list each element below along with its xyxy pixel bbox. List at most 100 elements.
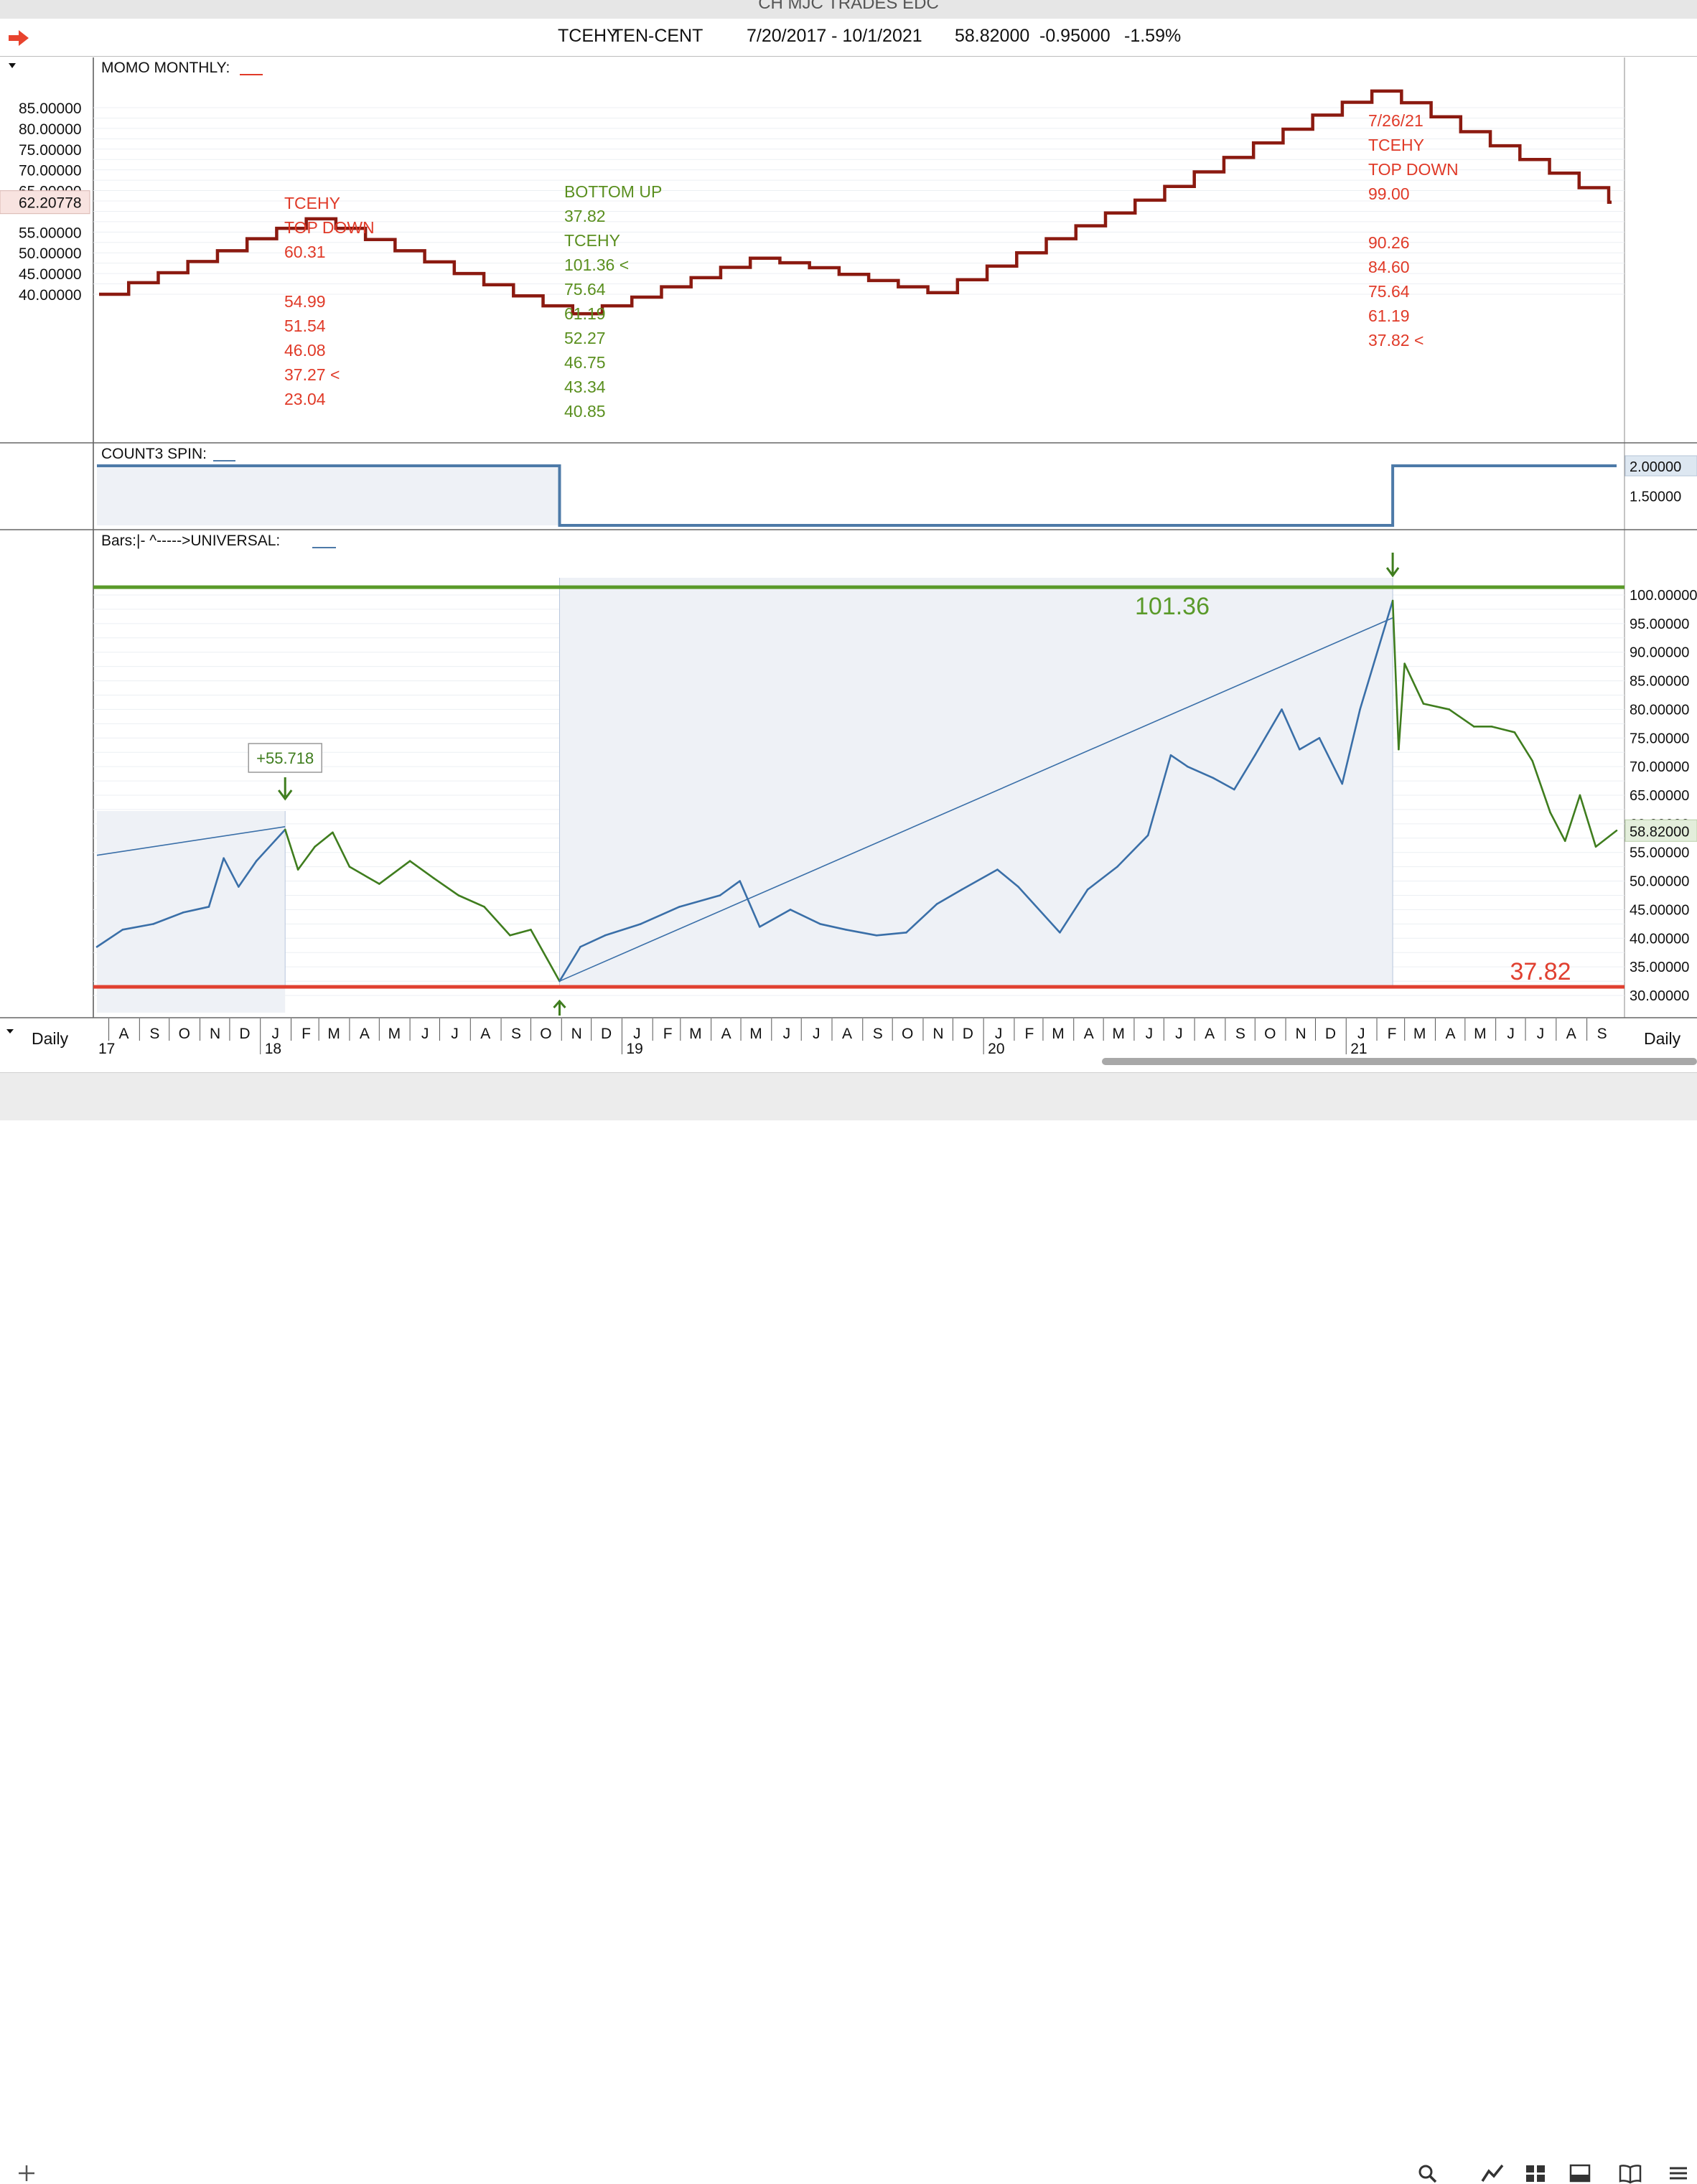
price-segment bbox=[960, 868, 999, 891]
panel-icon[interactable] bbox=[1568, 2162, 1592, 2184]
timeframe-left[interactable]: Daily bbox=[32, 1029, 69, 1048]
x-month-label: O bbox=[1264, 1026, 1276, 1042]
price-segment bbox=[378, 860, 411, 885]
price-segment bbox=[1146, 754, 1172, 837]
x-month-label: J bbox=[633, 1026, 641, 1042]
price-segment bbox=[1403, 662, 1425, 705]
momo-annotation-line: TCEHY bbox=[1368, 136, 1424, 154]
price-y-tick: 95.00000 bbox=[1630, 617, 1689, 632]
x-month-label: A bbox=[1084, 1026, 1094, 1042]
price-segment bbox=[1579, 794, 1597, 848]
x-year-label: 19 bbox=[626, 1041, 642, 1057]
momo-annotation-line: 61.19 bbox=[564, 304, 606, 323]
price-segment bbox=[579, 934, 607, 948]
x-month-label: S bbox=[1235, 1026, 1245, 1042]
momo-annotation-line: 7/26/21 bbox=[1368, 111, 1423, 130]
momo-annotation-line: 84.60 bbox=[1368, 258, 1410, 276]
momo-y-tick: 75.00000 bbox=[19, 142, 82, 159]
horizontal-scrollbar[interactable] bbox=[1102, 1058, 1697, 1065]
momo-annotation-line: 90.26 bbox=[1368, 233, 1410, 252]
price-segment bbox=[758, 909, 792, 928]
spin-series bbox=[97, 464, 1617, 527]
momo-annotation-line: 75.64 bbox=[1368, 282, 1410, 301]
x-month-label: M bbox=[327, 1026, 340, 1042]
x-month-label: J bbox=[1146, 1026, 1154, 1042]
range-shade-1 bbox=[97, 811, 286, 1013]
add-icon[interactable] bbox=[14, 2162, 39, 2184]
price-segment bbox=[1086, 866, 1118, 891]
price-y-tick: 80.00000 bbox=[1630, 702, 1689, 718]
price-segment bbox=[255, 828, 286, 862]
price-y-tick: 75.00000 bbox=[1630, 731, 1689, 746]
momo-annotation-line: TOP DOWN bbox=[1368, 160, 1459, 179]
price-segment bbox=[296, 845, 316, 871]
momo-annotations: TCEHY TOP DOWN 60.31 54.99 51.54 46.08 37.27 <… bbox=[284, 111, 1459, 421]
timeframe-menu-icon[interactable] bbox=[6, 1028, 16, 1035]
price-segment bbox=[1212, 777, 1235, 791]
momo-annotation-line: BOTTOM UP bbox=[564, 182, 662, 201]
momo-annotation-line: TOP DOWN bbox=[284, 218, 375, 237]
x-month-label: A bbox=[1445, 1026, 1455, 1042]
momo-annotation-line: 101.36 < bbox=[564, 256, 629, 274]
chart-area[interactable]: MOMO MONTHLY: COUNT3 SPIN: Bars:|- ^----… bbox=[0, 56, 1697, 1061]
price-y-tick: 50.00000 bbox=[1630, 874, 1689, 890]
price-segment bbox=[789, 909, 821, 925]
x-month-label: S bbox=[873, 1026, 883, 1042]
range-shading bbox=[97, 467, 1393, 1013]
momo-annotation-line: 60.31 bbox=[284, 243, 326, 261]
collapse-icon[interactable] bbox=[9, 63, 16, 68]
spin-y-tick: 1.50000 bbox=[1630, 489, 1681, 505]
x-month-label: A bbox=[119, 1026, 129, 1042]
price-segment bbox=[223, 857, 240, 888]
down-arrow-icon bbox=[1385, 553, 1400, 578]
x-month-label: F bbox=[301, 1026, 311, 1042]
x-month-label: S bbox=[1597, 1026, 1607, 1042]
spin-line bbox=[97, 464, 1617, 527]
timeframe-right[interactable]: Daily bbox=[1644, 1029, 1681, 1048]
range-shade-2 bbox=[559, 578, 1393, 988]
momo-current-value: 62.20778 bbox=[19, 195, 82, 212]
momo-line bbox=[99, 89, 1612, 316]
x-month-label: M bbox=[1052, 1026, 1065, 1042]
price-segment bbox=[640, 906, 681, 925]
grid-icon[interactable] bbox=[1523, 2162, 1548, 2184]
x-month-label: N bbox=[1295, 1026, 1306, 1042]
momo-annotation-line: 75.64 bbox=[564, 280, 606, 299]
price-segment bbox=[1233, 754, 1256, 791]
price-y-tick: 90.00000 bbox=[1630, 645, 1689, 661]
window-title: CH MJC TRADES EDC bbox=[758, 0, 939, 13]
x-month-label: J bbox=[451, 1026, 459, 1042]
momo-annotation-line: 40.85 bbox=[564, 402, 606, 421]
momo-y-axis: 85.0000080.0000075.0000070.0000065.00000… bbox=[0, 100, 90, 304]
x-month-label: N bbox=[210, 1026, 220, 1042]
spin-shading bbox=[97, 467, 560, 525]
x-month-label: A bbox=[1566, 1026, 1576, 1042]
chart-line-icon[interactable] bbox=[1480, 2162, 1505, 2184]
up-arrow-icon bbox=[553, 999, 566, 1016]
momo-y-tick: 40.00000 bbox=[19, 287, 82, 304]
x-month-label: J bbox=[995, 1026, 1003, 1042]
price-y-tick: 65.00000 bbox=[1630, 788, 1689, 804]
price-segment bbox=[432, 877, 460, 896]
price-segment bbox=[558, 945, 581, 983]
arrow-right-icon[interactable] bbox=[7, 29, 30, 47]
x-month-label: J bbox=[271, 1026, 279, 1042]
header-change-pct: -1.59% bbox=[1124, 26, 1182, 46]
price-segment bbox=[875, 932, 907, 937]
x-month-label: D bbox=[601, 1026, 612, 1042]
price-segment bbox=[152, 911, 184, 925]
x-month-label: A bbox=[1205, 1026, 1215, 1042]
price-segment bbox=[1490, 726, 1516, 734]
x-month-label: S bbox=[511, 1026, 521, 1042]
x-month-label: J bbox=[1175, 1026, 1183, 1042]
list-icon[interactable] bbox=[1665, 2162, 1690, 2184]
price-segment bbox=[457, 894, 485, 908]
search-icon[interactable] bbox=[1416, 2162, 1440, 2184]
book-icon[interactable] bbox=[1618, 2162, 1642, 2184]
price-segment bbox=[509, 929, 532, 937]
price-y-tick: 30.00000 bbox=[1630, 988, 1689, 1004]
price-segment bbox=[1563, 794, 1581, 843]
momo-annotation-line: 51.54 bbox=[284, 317, 326, 335]
price-segment bbox=[284, 828, 299, 871]
price-segment bbox=[408, 860, 435, 879]
